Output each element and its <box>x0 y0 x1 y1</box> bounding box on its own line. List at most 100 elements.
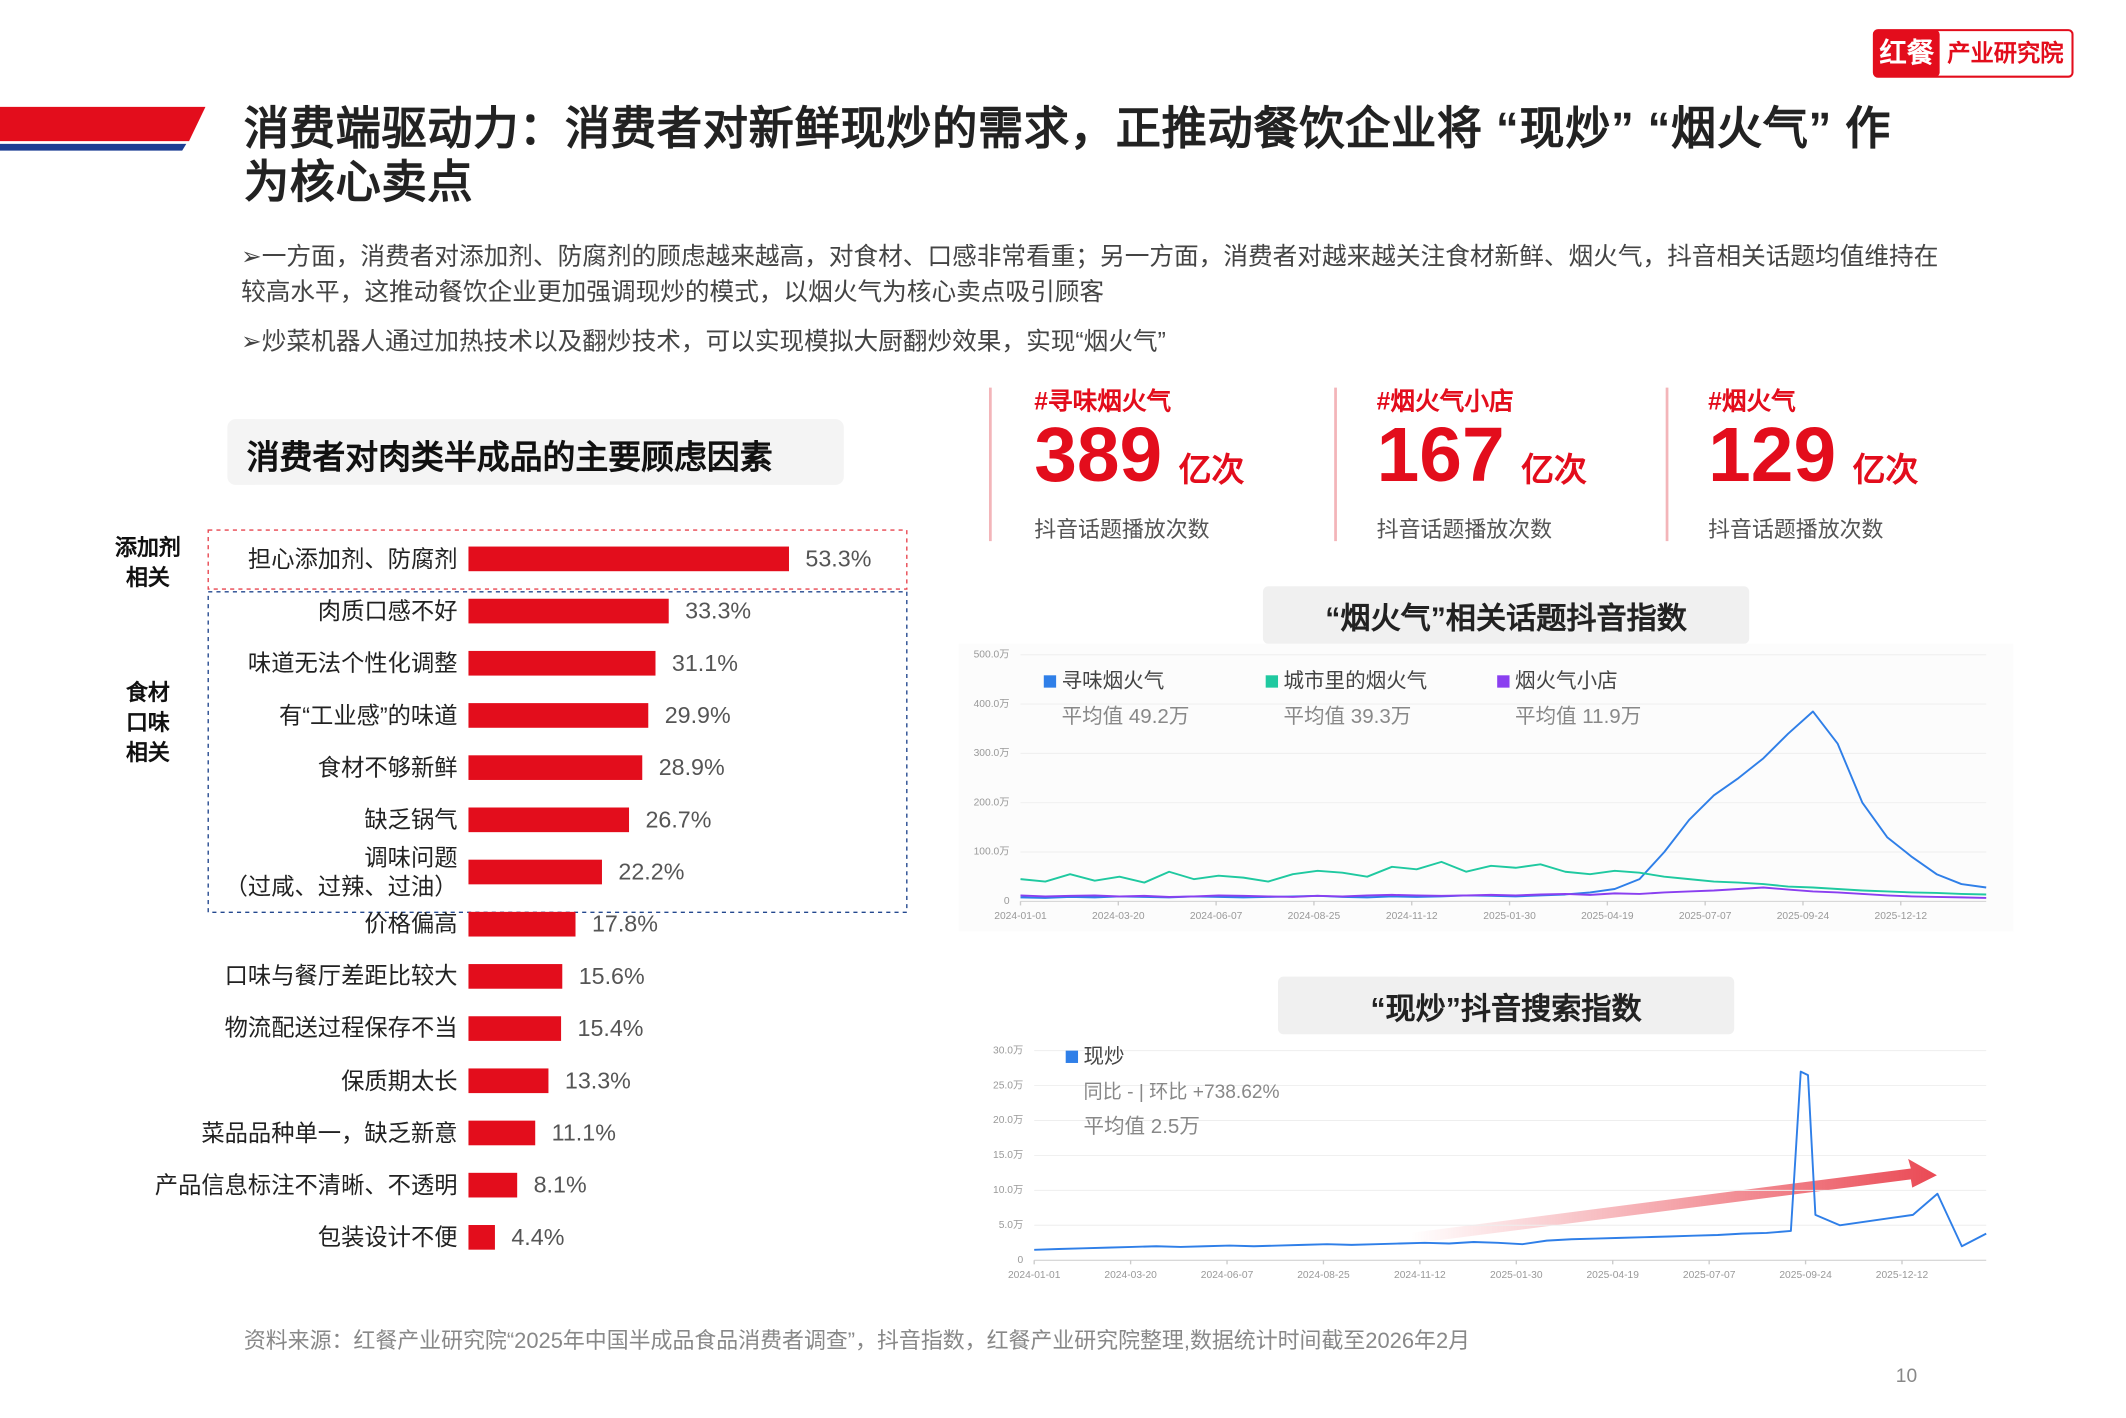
bar <box>468 1120 536 1146</box>
series-line <box>1034 1070 1987 1251</box>
x-tick-label: 2025-01-30 <box>1490 1270 1543 1281</box>
value-label: 31.1% <box>672 650 738 676</box>
x-tick-label: 2025-07-07 <box>1683 1270 1736 1281</box>
category-label: 调味问题 （过咸、过辣、过油） <box>224 844 458 900</box>
bar <box>468 859 602 885</box>
x-tick-label: 2024-03-20 <box>1092 911 1145 922</box>
bullet: ➢炒菜机器人通过加热技术以及翻炒技术，可以实现模拟大厨翻炒效果，实现“烟火气” <box>241 327 1166 355</box>
category-label: 包装设计不便 <box>317 1224 458 1251</box>
bar <box>468 964 563 989</box>
stat-unit: 亿次 <box>1852 452 1919 490</box>
stat-row: 389 亿次 <box>1034 411 1244 499</box>
logo-mark <box>1873 30 1940 77</box>
bar <box>468 755 643 780</box>
stat-caption: 抖音话题播放次数 <box>1708 519 1884 543</box>
bar <box>468 1016 562 1041</box>
category-label: 味道无法个性化调整 <box>247 650 458 677</box>
value-label: 15.6% <box>579 963 645 989</box>
y-tick-label: 10.0万 <box>993 1185 1023 1196</box>
chart-bg <box>958 643 2014 932</box>
legend-swatch <box>1265 675 1279 688</box>
bar <box>468 807 630 833</box>
bar <box>468 1172 518 1198</box>
bar <box>468 703 649 728</box>
stat-tag: #烟火气 <box>1708 387 1796 416</box>
header-stripe <box>0 106 206 142</box>
legend-label: 城市里的烟火气 <box>1284 670 1428 693</box>
value-label: 13.3% <box>565 1067 631 1093</box>
bar <box>468 650 656 676</box>
stat-tag: #寻味烟火气 <box>1034 387 1172 416</box>
legend-label: 寻味烟火气 <box>1062 670 1165 693</box>
x-tick-label: 2025-04-19 <box>1581 911 1634 922</box>
x-tick-label: 2024-11-12 <box>1386 911 1438 922</box>
y-tick-label: 15.0万 <box>993 1150 1023 1161</box>
stat-caption: 抖音话题播放次数 <box>1034 519 1210 543</box>
stat-row: 129 亿次 <box>1708 411 1918 499</box>
category-label: 菜品品种单一，缺乏新意 <box>201 1119 458 1146</box>
header-stripe <box>0 143 187 151</box>
x-tick-label: 2024-08-25 <box>1297 1270 1350 1281</box>
x-tick-label: 2024-11-12 <box>1394 1270 1446 1281</box>
category-label: 有“工业感”的味道 <box>278 702 458 729</box>
x-tick-label: 2025-12-12 <box>1875 911 1928 922</box>
value-label: 15.4% <box>578 1015 644 1041</box>
source: 资料来源：红餐产业研究院“2025年中国半成品食品消费者调查”，抖音指数，红餐产… <box>243 1330 1471 1354</box>
y-tick-label: 200.0万 <box>974 797 1010 808</box>
average-label: 平均值 39.3万 <box>1284 705 1412 728</box>
stat-number: 129 <box>1708 410 1837 498</box>
stat-unit: 亿次 <box>1521 452 1587 490</box>
category-label: 保质期太长 <box>341 1067 458 1094</box>
bar <box>468 1068 549 1094</box>
legend-swatch <box>1043 675 1057 688</box>
chart-title: “烟火气”相关话题抖音指数 <box>1325 601 1687 636</box>
bar <box>468 546 789 572</box>
page-number: 10 <box>1895 1364 1918 1387</box>
value-label: 17.8% <box>592 911 658 937</box>
y-tick-label: 30.0万 <box>993 1045 1023 1056</box>
value-label: 8.1% <box>534 1172 587 1198</box>
value-label: 29.9% <box>665 702 731 728</box>
y-tick-label: 500.0万 <box>974 649 1010 660</box>
value-label: 26.7% <box>645 806 711 832</box>
y-tick-label: 20.0万 <box>993 1115 1023 1126</box>
bullet: ➢一方面，消费者对添加剂、防腐剂的顾虑越来越高，对食材、口感非常看重；另一方面，… <box>241 242 1939 306</box>
bar <box>468 598 669 624</box>
stat-row: 167 亿次 <box>1377 411 1587 499</box>
legend-swatch <box>1065 1050 1079 1063</box>
y-tick-label: 300.0万 <box>974 748 1010 759</box>
trend-arrow <box>1410 1158 1937 1244</box>
legend-label: 现炒 <box>1084 1045 1125 1068</box>
category-label: 产品信息标注不清晰、不透明 <box>154 1172 458 1199</box>
x-tick-label: 2025-04-19 <box>1586 1270 1639 1281</box>
page-title: 消费端驱动力：消费者对新鲜现炒的需求，正推动餐饮企业将 “现炒” “烟火气” 作… <box>243 102 1892 207</box>
stat-caption: 抖音话题播放次数 <box>1376 519 1553 543</box>
x-tick-label: 2025-09-24 <box>1779 1270 1832 1281</box>
group-label: 添加剂 相关 <box>115 536 181 591</box>
x-tick-label: 2025-09-24 <box>1777 911 1830 922</box>
y-tick-label: 25.0万 <box>993 1080 1023 1091</box>
category-label: 担心添加剂、防腐剂 <box>247 545 458 572</box>
group-label: 食材 口味 相关 <box>126 682 170 766</box>
y-tick-label: 100.0万 <box>974 847 1010 858</box>
category-label: 口味与餐厅差距比较大 <box>224 963 458 990</box>
value-label: 53.3% <box>805 545 871 571</box>
series-line <box>1020 886 1987 899</box>
series-line <box>1020 860 1987 896</box>
bar <box>468 1225 495 1250</box>
group-box <box>207 529 908 590</box>
x-tick-label: 2024-06-07 <box>1190 911 1243 922</box>
stat-tag: #烟火气小店 <box>1376 387 1514 416</box>
change-label: 同比 - | 环比 +738.62% <box>1084 1081 1280 1103</box>
category-label: 食材不够新鲜 <box>317 754 458 781</box>
value-label: 11.1% <box>552 1119 616 1145</box>
logo-unit: 产业研究院 <box>1947 40 2063 66</box>
legend-label: 烟火气小店 <box>1515 670 1618 693</box>
value-label: 22.2% <box>618 859 684 885</box>
chart-header-bg <box>1278 976 1735 1035</box>
category-label: 价格偏高 <box>364 911 458 938</box>
y-tick-label: 0 <box>1004 896 1010 907</box>
bar <box>468 911 576 937</box>
